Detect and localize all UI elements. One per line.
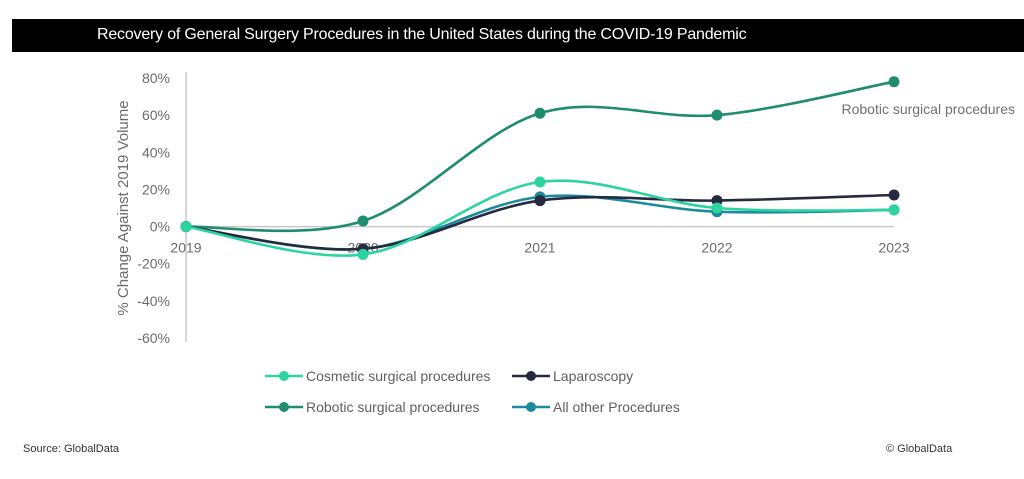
legend-label: Cosmetic surgical procedures: [306, 368, 490, 384]
y-axis-title: % Change Against 2019 Volume: [115, 100, 132, 315]
series-robotic-surgical-procedures: [180, 76, 900, 233]
y-tick-label: 40%: [142, 144, 170, 160]
legend-item: All other Procedures: [512, 399, 680, 415]
legend-item: Robotic surgical procedures: [265, 399, 480, 415]
x-tick-label: 2023: [878, 240, 909, 256]
legend-item: Cosmetic surgical procedures: [265, 368, 490, 384]
data-point: [357, 215, 369, 227]
legend: Cosmetic surgical procedures Laparoscopy R…: [265, 368, 680, 415]
y-tick-label: -40%: [137, 293, 170, 309]
y-tick-label: 0%: [150, 219, 170, 235]
series-line: [185, 80, 895, 233]
legend-label: Robotic surgical procedures: [306, 399, 480, 415]
series-group: Robotic surgical procedures: [180, 76, 1015, 260]
x-tick-label: 2021: [524, 240, 555, 256]
legend-label: All other Procedures: [553, 399, 680, 415]
data-point: [888, 204, 900, 216]
chart-title: Recovery of General Surgery Procedures i…: [97, 26, 747, 43]
data-point: [357, 248, 369, 260]
legend-swatch-marker: [279, 402, 289, 412]
title-bar: Recovery of General Surgery Procedures i…: [12, 19, 1024, 52]
y-tick-label: 60%: [142, 107, 170, 123]
data-point: [711, 202, 723, 214]
copyright-note: © GlobalData: [886, 443, 953, 455]
data-point: [888, 189, 900, 201]
data-point: [711, 109, 723, 121]
data-point: [534, 176, 546, 188]
y-tick-label: 20%: [142, 181, 170, 197]
legend-label: Laparoscopy: [553, 368, 633, 384]
data-point: [180, 221, 192, 233]
x-tick-label: 2022: [701, 240, 732, 256]
y-tick-label: -20%: [137, 256, 170, 272]
series-cosmetic-surgical-procedures: [180, 176, 900, 260]
legend-swatch-marker: [279, 371, 289, 381]
data-point: [888, 76, 900, 88]
source-note: Source: GlobalData: [23, 443, 119, 455]
x-tick-label: 2019: [170, 240, 201, 256]
y-tick-label: 80%: [142, 70, 170, 86]
annotation-robotic: Robotic surgical procedures: [841, 101, 1015, 117]
y-tick-label: -60%: [137, 330, 170, 346]
legend-swatch-marker: [526, 402, 536, 412]
legend-item: Laparoscopy: [512, 368, 633, 384]
axes: 80%60%40%20%0%-20%-40%-60%20192020202120…: [115, 70, 910, 346]
data-point: [534, 195, 546, 207]
data-point: [534, 107, 546, 119]
legend-swatch-marker: [526, 371, 536, 381]
